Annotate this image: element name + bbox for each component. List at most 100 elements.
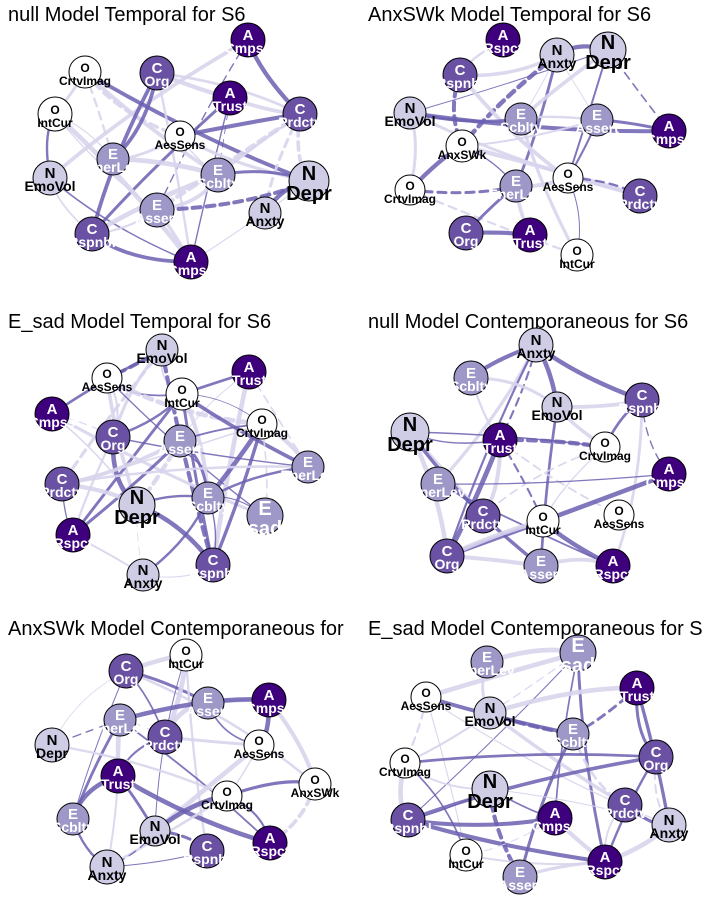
node-circle — [389, 747, 421, 779]
node-type-label: O — [310, 773, 319, 787]
node-name-label: Rspct — [251, 843, 290, 859]
panel-title: AnxSWk Model Contemporaneous for — [8, 618, 344, 640]
node-type-label: E — [175, 428, 185, 445]
node-type-label: A — [664, 461, 675, 478]
node-circle — [624, 382, 660, 418]
node-type-label: E — [536, 553, 546, 570]
node-circle — [622, 178, 658, 214]
node-type-label: C — [478, 503, 489, 520]
node-type-label: C — [87, 221, 98, 238]
node-name-label: AesSens — [543, 180, 594, 194]
node-name-label: AesSens — [82, 380, 133, 394]
node-circle — [394, 174, 426, 206]
node-circle — [169, 638, 203, 672]
edge — [571, 732, 627, 807]
edge — [60, 465, 310, 486]
node-circle — [453, 360, 489, 396]
node-circle — [589, 31, 627, 69]
node-type-label: C — [152, 60, 163, 77]
node-circle — [541, 391, 573, 423]
node-name-label: EnerLev — [410, 484, 465, 500]
node-type-label: A — [608, 553, 619, 570]
node-name-label: CrtvImag — [579, 449, 631, 463]
edge — [488, 711, 627, 807]
node-name-label: Cmpss — [646, 474, 693, 490]
node-type-label: C — [442, 543, 453, 560]
node-circle — [212, 80, 248, 116]
edge — [83, 70, 220, 177]
node-circle — [390, 412, 430, 452]
node-circle — [559, 634, 597, 672]
node-circle — [420, 466, 456, 502]
node-name-label: Rspct — [484, 40, 523, 56]
edge — [52, 111, 194, 265]
edge — [119, 719, 271, 844]
node-type-label: C — [160, 724, 171, 741]
node-circle — [34, 727, 70, 763]
node-type-label: C — [461, 220, 472, 237]
node-circle — [552, 162, 584, 194]
node-type-label: C — [121, 658, 132, 675]
node-name-label: Assert — [498, 877, 542, 893]
node-circle — [165, 377, 199, 411]
node-circle — [100, 758, 136, 794]
node-circle — [191, 686, 225, 720]
node-type-label: N — [664, 812, 675, 829]
node-circle — [449, 838, 483, 872]
node-circle — [147, 719, 183, 755]
node-circle — [103, 703, 137, 737]
node-name-label: Scblty — [187, 498, 229, 514]
node-name-label: AnxSWk — [438, 148, 487, 162]
node-type-label: O — [50, 103, 59, 117]
node-name-label: Assert — [186, 703, 230, 719]
node-name-label: Cmpss — [168, 262, 215, 278]
node-type-label: E — [515, 864, 525, 881]
edge — [112, 436, 309, 468]
node-name-label: EmoVol — [464, 713, 515, 729]
edge — [406, 755, 658, 822]
node-name-label: Depr — [114, 507, 160, 529]
node-type-label: A — [600, 849, 611, 866]
edge — [409, 49, 609, 114]
node-name-label: EnerLev — [280, 467, 335, 483]
node-name-label: IntCur — [168, 657, 204, 671]
node-type-label: A — [243, 27, 254, 44]
node-circle — [499, 169, 533, 203]
node-name-label: Prdctv — [603, 805, 647, 821]
node-circle — [195, 547, 231, 583]
node-name-label: Org — [435, 556, 460, 572]
panel-title: null Model Temporal for S6 — [8, 4, 246, 26]
node-type-label: E — [203, 690, 213, 707]
node-type-label: C — [208, 552, 219, 569]
node-circle — [252, 825, 288, 861]
node-name-label: Assert — [575, 120, 619, 136]
node-circle — [390, 802, 426, 838]
node-type-label: N — [552, 394, 563, 411]
node-type-label: A — [498, 27, 509, 44]
node-circle — [211, 780, 243, 812]
node-type-label: C — [637, 387, 648, 404]
node-type-label: A — [186, 249, 197, 266]
node-circle — [145, 333, 179, 367]
node-type-label: N — [552, 42, 563, 59]
node-type-label: O — [405, 179, 414, 193]
node-type-label: E — [433, 471, 443, 488]
node-circle — [651, 807, 687, 843]
